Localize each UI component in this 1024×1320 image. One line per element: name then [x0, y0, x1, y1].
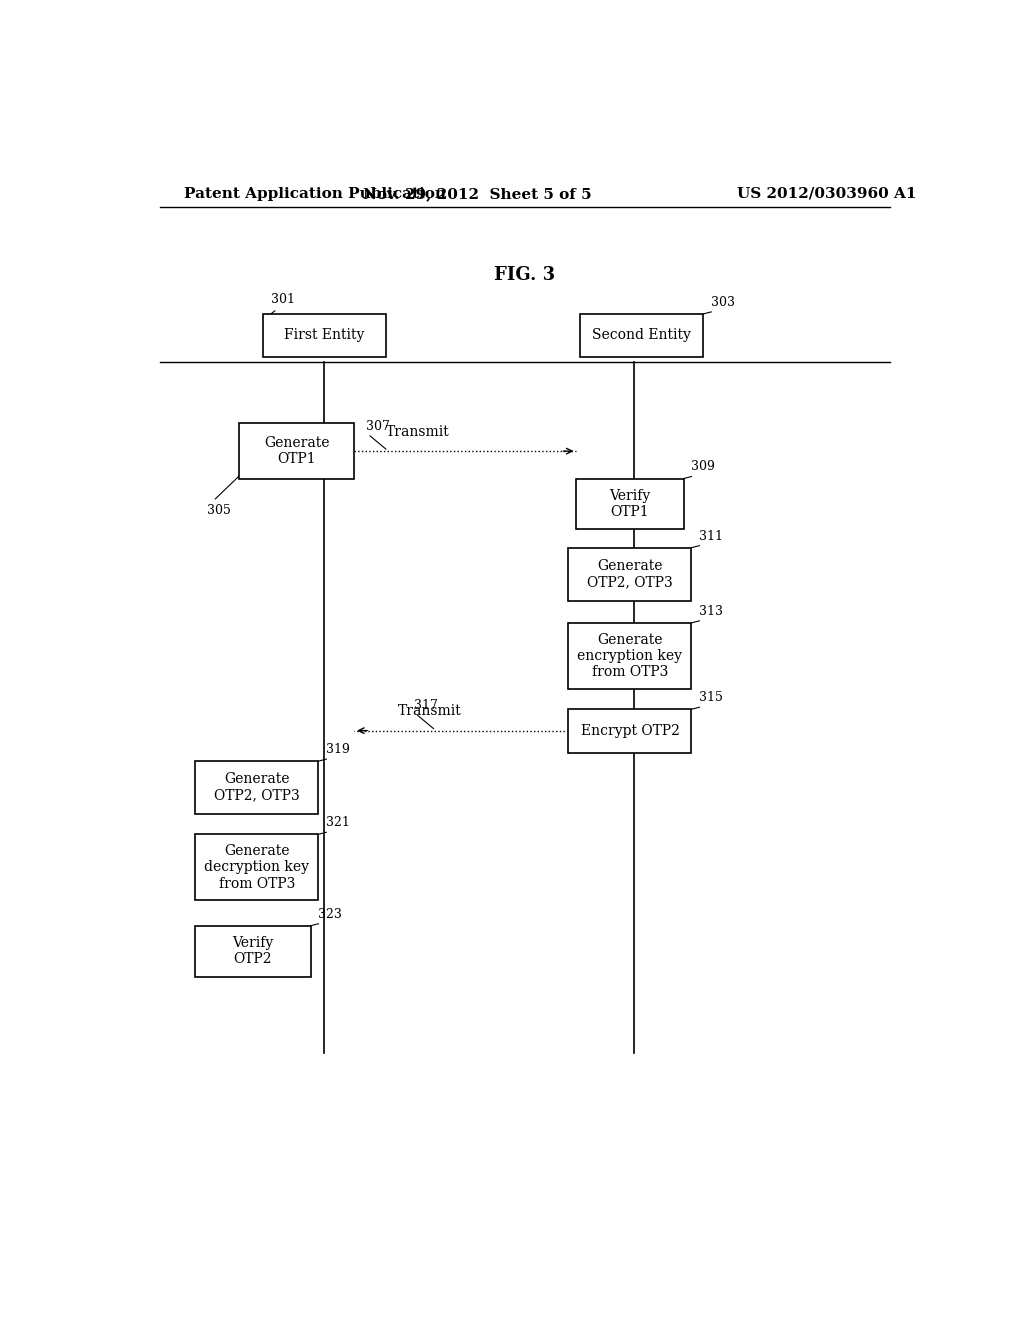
Text: Verify
OTP2: Verify OTP2	[232, 936, 273, 966]
Text: First Entity: First Entity	[285, 329, 365, 342]
Text: 307: 307	[367, 420, 390, 433]
Text: 323: 323	[318, 908, 342, 921]
Text: Verify
OTP1: Verify OTP1	[609, 488, 650, 519]
FancyBboxPatch shape	[577, 479, 684, 529]
Text: 317: 317	[414, 700, 437, 713]
Text: US 2012/0303960 A1: US 2012/0303960 A1	[736, 187, 916, 201]
Text: 313: 313	[699, 605, 723, 618]
Text: Transmit: Transmit	[386, 425, 450, 440]
Text: FIG. 3: FIG. 3	[495, 267, 555, 284]
Text: 303: 303	[712, 296, 735, 309]
Text: 305: 305	[207, 504, 231, 517]
FancyBboxPatch shape	[568, 548, 691, 601]
Text: Nov. 29, 2012  Sheet 5 of 5: Nov. 29, 2012 Sheet 5 of 5	[362, 187, 592, 201]
FancyBboxPatch shape	[196, 834, 318, 900]
Text: Encrypt OTP2: Encrypt OTP2	[581, 725, 679, 738]
Text: Patent Application Publication: Patent Application Publication	[183, 187, 445, 201]
Text: Generate
encryption key
from OTP3: Generate encryption key from OTP3	[578, 632, 682, 678]
FancyBboxPatch shape	[568, 623, 691, 689]
Text: 319: 319	[327, 743, 350, 756]
Text: 309: 309	[691, 461, 716, 474]
FancyBboxPatch shape	[263, 314, 386, 356]
Text: Generate
OTP2, OTP3: Generate OTP2, OTP3	[587, 558, 673, 589]
Text: Generate
OTP1: Generate OTP1	[264, 436, 330, 466]
Text: Transmit: Transmit	[397, 705, 462, 718]
FancyBboxPatch shape	[196, 762, 318, 814]
Text: Generate
decryption key
from OTP3: Generate decryption key from OTP3	[205, 843, 309, 891]
Text: Generate
OTP2, OTP3: Generate OTP2, OTP3	[214, 772, 300, 803]
Text: Second Entity: Second Entity	[593, 329, 691, 342]
FancyBboxPatch shape	[568, 709, 691, 752]
Text: 311: 311	[699, 529, 723, 543]
Text: 301: 301	[270, 293, 295, 306]
FancyBboxPatch shape	[581, 314, 703, 356]
FancyBboxPatch shape	[240, 422, 354, 479]
Text: 315: 315	[699, 692, 723, 704]
FancyBboxPatch shape	[196, 925, 310, 977]
Text: 321: 321	[327, 816, 350, 829]
